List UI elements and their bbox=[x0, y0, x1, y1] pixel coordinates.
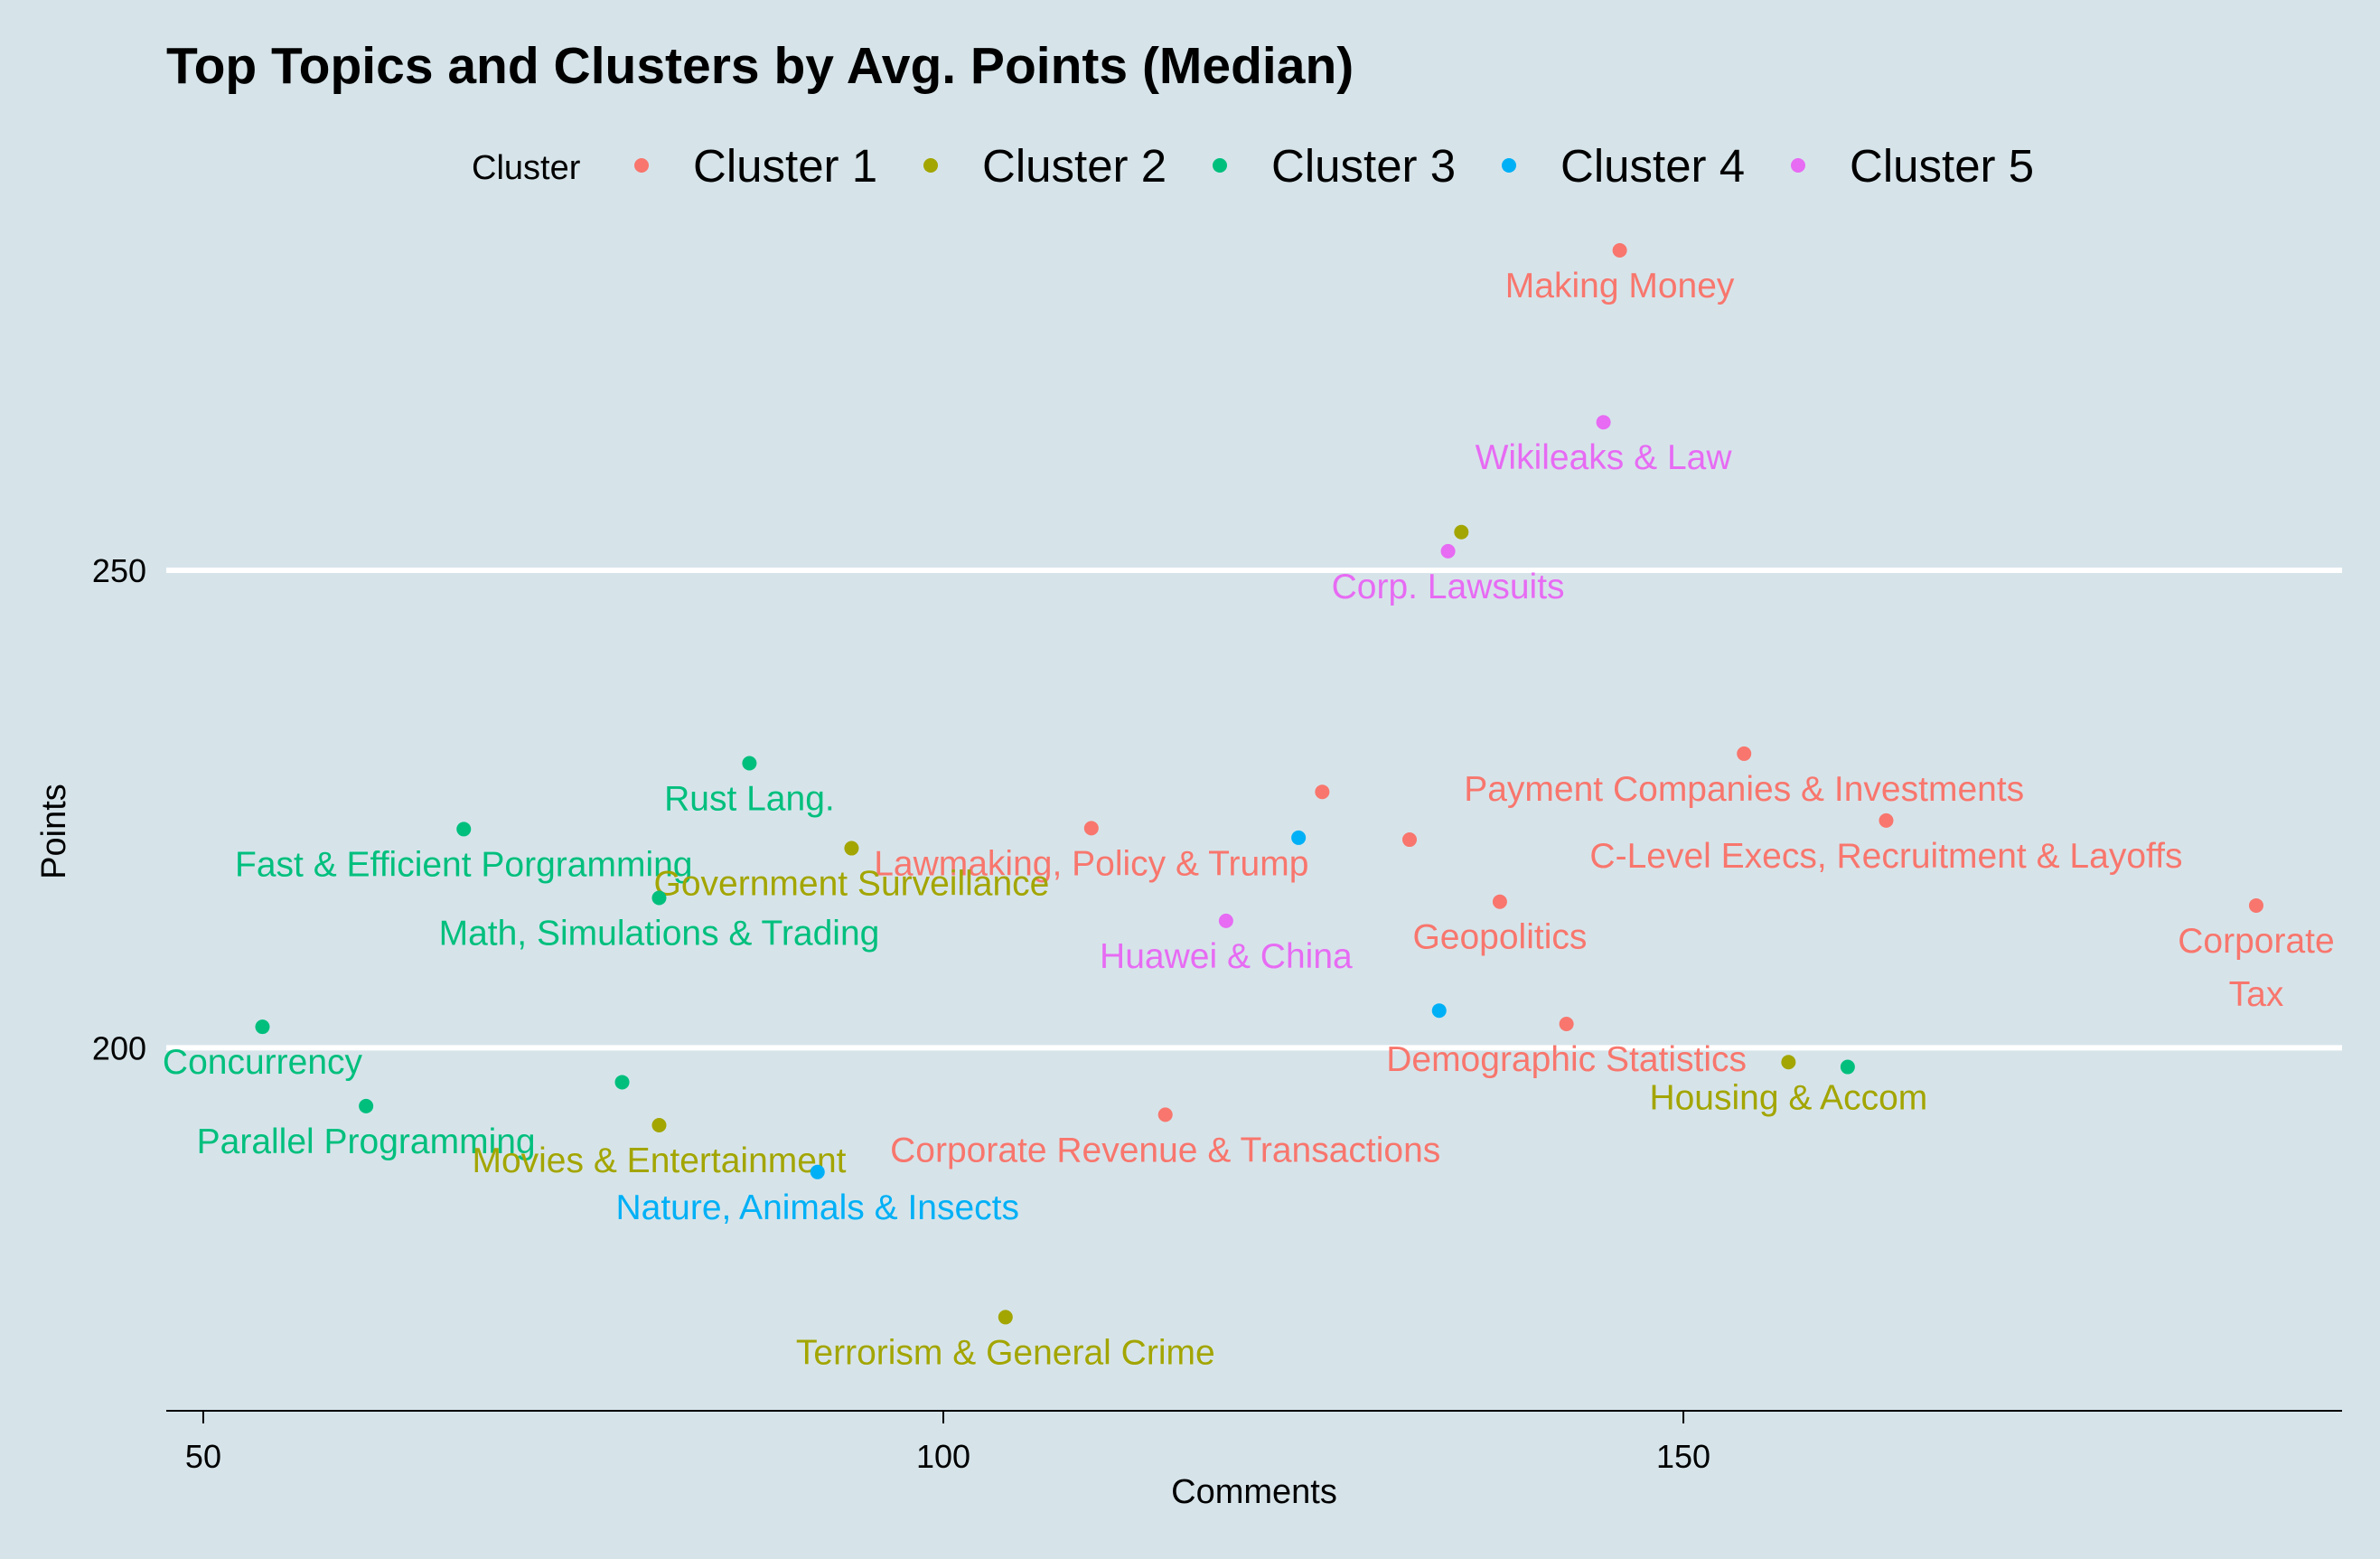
legend-item: Cluster 3 bbox=[1213, 140, 1456, 192]
y-axis: 200 250 bbox=[92, 552, 146, 1066]
point-label: Huawei & China bbox=[1100, 937, 1353, 976]
point-label: Nature, Animals & Insects bbox=[615, 1188, 1019, 1227]
data-point bbox=[1440, 543, 1456, 559]
point-label: C-Level Execs, Recruitment & Layoffs bbox=[1589, 837, 2182, 876]
point-label: Corp. Lawsuits bbox=[1332, 568, 1565, 606]
data-point bbox=[1879, 812, 1894, 828]
data-point bbox=[1781, 1055, 1796, 1070]
point-label: Movies & Entertainment bbox=[472, 1141, 846, 1180]
data-point bbox=[1492, 894, 1507, 909]
legend: Cluster Cluster 1 Cluster 2 Cluster 3 Cluste… bbox=[472, 140, 2034, 192]
point-label: Rust Lang. bbox=[664, 779, 835, 818]
point-label: Payment Companies & Investments bbox=[1464, 770, 2024, 809]
point-labels: Making Money Wikileaks & Law Corp. Lawsuit… bbox=[163, 267, 2335, 1372]
legend-item: Cluster 1 bbox=[634, 140, 877, 192]
data-point bbox=[1402, 832, 1417, 848]
data-point bbox=[1218, 913, 1233, 928]
point-label: Corporate bbox=[2178, 922, 2334, 961]
legend-label: Cluster 2 bbox=[982, 140, 1167, 192]
legend-key bbox=[1502, 158, 1516, 173]
point-label: Tax bbox=[2229, 975, 2284, 1014]
x-tick-label: 100 bbox=[916, 1438, 970, 1475]
point-label: Concurrency bbox=[163, 1043, 363, 1082]
points bbox=[255, 242, 2263, 1325]
legend-key bbox=[1791, 158, 1805, 173]
data-point bbox=[651, 890, 667, 906]
data-point bbox=[1454, 524, 1469, 540]
x-axis: 50 100 150 bbox=[185, 1411, 1710, 1475]
data-point bbox=[1596, 415, 1611, 430]
data-point bbox=[255, 1019, 270, 1035]
legend-item: Cluster 2 bbox=[923, 140, 1167, 192]
data-point bbox=[456, 822, 472, 837]
point-label: Housing & Accom bbox=[1649, 1078, 1927, 1117]
data-point bbox=[1737, 746, 1752, 761]
legend-label: Cluster 4 bbox=[1560, 140, 1745, 192]
data-point bbox=[651, 1118, 667, 1133]
data-point bbox=[998, 1310, 1013, 1325]
point-label: Parallel Programming bbox=[197, 1122, 536, 1161]
data-point bbox=[1559, 1016, 1574, 1031]
data-point bbox=[1612, 242, 1627, 258]
legend-label: Cluster 1 bbox=[693, 140, 877, 192]
x-axis-label: Comments bbox=[1171, 1473, 1337, 1511]
x-tick-label: 150 bbox=[1656, 1438, 1710, 1475]
y-tick-label: 200 bbox=[92, 1029, 146, 1066]
legend-item: Cluster 4 bbox=[1502, 140, 1745, 192]
legend-key bbox=[634, 158, 649, 173]
legend-title: Cluster bbox=[472, 149, 581, 187]
data-point bbox=[742, 756, 757, 771]
chart-title: Top Topics and Clusters by Avg. Points (… bbox=[166, 37, 1354, 95]
point-label: Wikileaks & Law bbox=[1476, 438, 1733, 477]
legend-label: Cluster 5 bbox=[1850, 140, 2034, 192]
point-label: Corporate Revenue & Transactions bbox=[890, 1131, 1440, 1169]
gridlines bbox=[166, 568, 2342, 1051]
point-label: Fast & Efficient Porgramming bbox=[235, 845, 692, 884]
data-point bbox=[614, 1075, 630, 1090]
legend-label: Cluster 3 bbox=[1271, 140, 1456, 192]
legend-key bbox=[923, 158, 938, 173]
data-point bbox=[1840, 1059, 1855, 1075]
legend-key bbox=[1213, 158, 1227, 173]
data-point bbox=[844, 841, 859, 856]
point-label: Demographic Statistics bbox=[1386, 1040, 1747, 1079]
data-point bbox=[1291, 830, 1307, 845]
x-tick-label: 50 bbox=[185, 1438, 221, 1475]
data-point bbox=[1431, 1003, 1447, 1019]
point-label: Math, Simulations & Trading bbox=[439, 914, 880, 953]
point-label: Terrorism & General Crime bbox=[796, 1333, 1215, 1372]
point-label: Lawmaking, Policy & Trump bbox=[874, 844, 1308, 883]
data-point bbox=[1315, 784, 1330, 800]
data-point bbox=[359, 1098, 374, 1113]
y-axis-label: Points bbox=[35, 784, 73, 879]
data-point bbox=[810, 1164, 825, 1179]
point-label: Geopolitics bbox=[1412, 918, 1587, 957]
y-tick-label: 250 bbox=[92, 552, 146, 589]
legend-item: Cluster 5 bbox=[1791, 140, 2034, 192]
data-point bbox=[1157, 1107, 1173, 1122]
data-point bbox=[1083, 821, 1099, 836]
point-label: Making Money bbox=[1505, 267, 1735, 305]
point-label: Government Surveillance bbox=[654, 865, 1050, 904]
data-point bbox=[2248, 897, 2263, 913]
